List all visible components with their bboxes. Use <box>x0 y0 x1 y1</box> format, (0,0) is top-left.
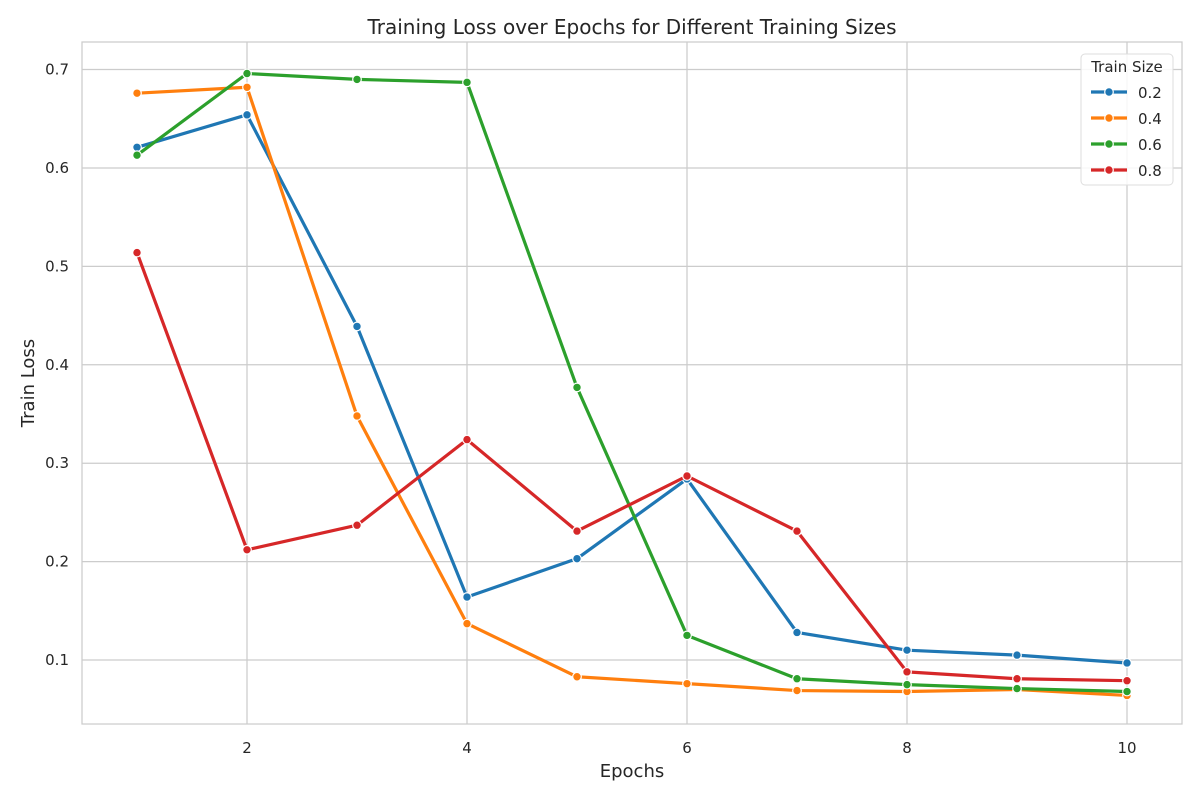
data-point <box>682 678 692 689</box>
data-point <box>352 411 362 421</box>
data-point <box>682 471 692 481</box>
data-point <box>792 526 802 537</box>
data-point <box>132 88 142 99</box>
legend-items: 0.2 0.4 0.6 0.8 <box>1091 84 1162 180</box>
x-tick-label: 6 <box>682 739 692 757</box>
data-point <box>462 618 472 629</box>
data-point <box>242 68 252 79</box>
series-lines <box>132 68 1132 701</box>
x-tick-labels: 2 4 6 8 10 <box>242 739 1136 757</box>
data-point <box>792 627 802 638</box>
series-line <box>135 113 1129 665</box>
legend-item: 0.6 <box>1091 136 1162 154</box>
plot-background <box>82 42 1182 724</box>
legend-swatch-marker <box>1104 113 1114 123</box>
data-point <box>682 630 692 641</box>
y-tick-label: 0.1 <box>45 651 69 669</box>
y-axis-label: Train Loss <box>18 339 39 428</box>
data-point <box>572 671 582 682</box>
grid-lines <box>82 42 1182 724</box>
plot-frame <box>81 41 1183 725</box>
y-tick-label: 0.4 <box>45 356 69 374</box>
y-tick-label: 0.5 <box>45 257 69 275</box>
legend-label: 0.6 <box>1138 136 1162 154</box>
x-tick-label: 10 <box>1117 739 1136 757</box>
x-tick-label: 4 <box>462 739 472 757</box>
legend: Train Size 0.2 0.4 0.6 0.8 <box>1080 53 1174 186</box>
y-tick-label: 0.2 <box>45 553 69 571</box>
data-point <box>132 150 142 161</box>
data-point <box>462 434 472 445</box>
x-tick-label: 2 <box>242 739 252 757</box>
series-line <box>135 71 1129 694</box>
data-point <box>462 592 472 602</box>
legend-title: Train Size <box>1090 58 1163 76</box>
series-0-6 <box>132 68 1132 697</box>
y-tick-label: 0.3 <box>45 454 69 472</box>
data-point <box>1122 658 1132 668</box>
x-axis-label: Epochs <box>600 761 665 782</box>
data-point <box>242 82 252 93</box>
data-point <box>352 520 362 531</box>
data-point <box>1122 675 1132 686</box>
y-tick-label: 0.7 <box>45 61 69 79</box>
legend-item: 0.4 <box>1091 110 1162 128</box>
data-point <box>352 321 362 332</box>
data-point <box>242 544 252 555</box>
legend-swatch-marker <box>1104 139 1114 149</box>
data-point <box>1122 686 1132 697</box>
data-point <box>792 673 802 684</box>
x-tick-label: 8 <box>902 739 912 757</box>
data-point <box>902 666 912 677</box>
y-tick-labels: 0.1 0.2 0.3 0.4 0.5 0.6 0.7 <box>45 61 69 669</box>
series-line <box>135 85 1129 698</box>
data-point <box>242 109 252 120</box>
legend-label: 0.4 <box>1138 110 1162 128</box>
data-point <box>1012 650 1022 661</box>
legend-item: 0.2 <box>1091 84 1162 102</box>
series-0-2 <box>132 109 1132 668</box>
legend-swatch-marker <box>1104 165 1114 175</box>
legend-item: 0.8 <box>1091 162 1162 180</box>
data-point <box>1012 673 1022 684</box>
data-point <box>572 382 582 393</box>
data-point <box>792 685 802 696</box>
data-point <box>352 74 362 85</box>
series-line <box>135 251 1129 683</box>
data-point <box>902 645 912 656</box>
series-0-8 <box>132 247 1132 686</box>
data-point <box>572 526 582 537</box>
data-point <box>902 679 912 690</box>
chart-title: Training Loss over Epochs for Different … <box>366 15 896 39</box>
data-point <box>572 553 582 564</box>
data-point <box>462 77 472 88</box>
data-point <box>1012 683 1022 694</box>
data-point <box>132 247 142 258</box>
legend-label: 0.8 <box>1138 162 1162 180</box>
y-tick-label: 0.6 <box>45 159 69 177</box>
legend-swatch-marker <box>1104 87 1114 97</box>
legend-label: 0.2 <box>1138 84 1162 102</box>
